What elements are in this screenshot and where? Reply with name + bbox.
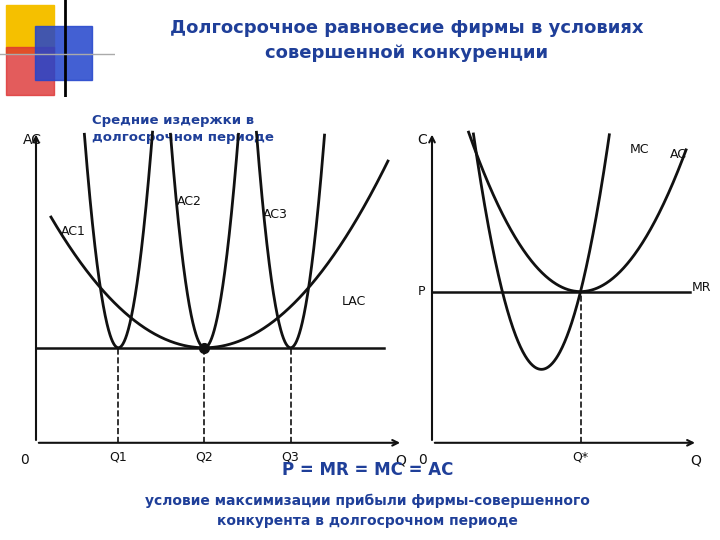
Text: LAC: LAC: [342, 294, 366, 308]
Text: AC1: AC1: [61, 225, 86, 239]
Text: Q1: Q1: [109, 450, 127, 463]
Bar: [6, 46, 54, 95]
Text: Q*: Q*: [572, 450, 588, 463]
Text: AC: AC: [670, 147, 687, 161]
Text: Q: Q: [395, 453, 407, 467]
Text: AC: AC: [23, 133, 42, 147]
Text: Q3: Q3: [282, 450, 300, 463]
Text: Средние издержки в
долгосрочном периоде: Средние издержки в долгосрочном периоде: [92, 114, 274, 145]
Text: MR: MR: [692, 281, 711, 294]
Text: P: P: [418, 285, 425, 298]
Text: Q: Q: [690, 453, 701, 467]
Text: условие максимизации прибыли фирмы-совершенного
конкурента в долгосрочном период: условие максимизации прибыли фирмы-совер…: [145, 494, 590, 528]
Text: P = MR = MC = AC: P = MR = MC = AC: [282, 461, 453, 479]
Bar: [35, 26, 92, 80]
Text: Q2: Q2: [196, 450, 213, 463]
Text: C: C: [418, 133, 427, 147]
Text: 0: 0: [20, 453, 29, 467]
Text: Долгосрочное равновесие фирмы в условиях
совершенной конкуренции: Долгосрочное равновесие фирмы в условиях…: [170, 19, 644, 62]
Text: AC3: AC3: [264, 208, 288, 221]
Text: 0: 0: [418, 453, 427, 467]
Text: AC2: AC2: [177, 195, 202, 208]
Bar: [6, 5, 54, 53]
Text: MC: MC: [629, 143, 649, 157]
